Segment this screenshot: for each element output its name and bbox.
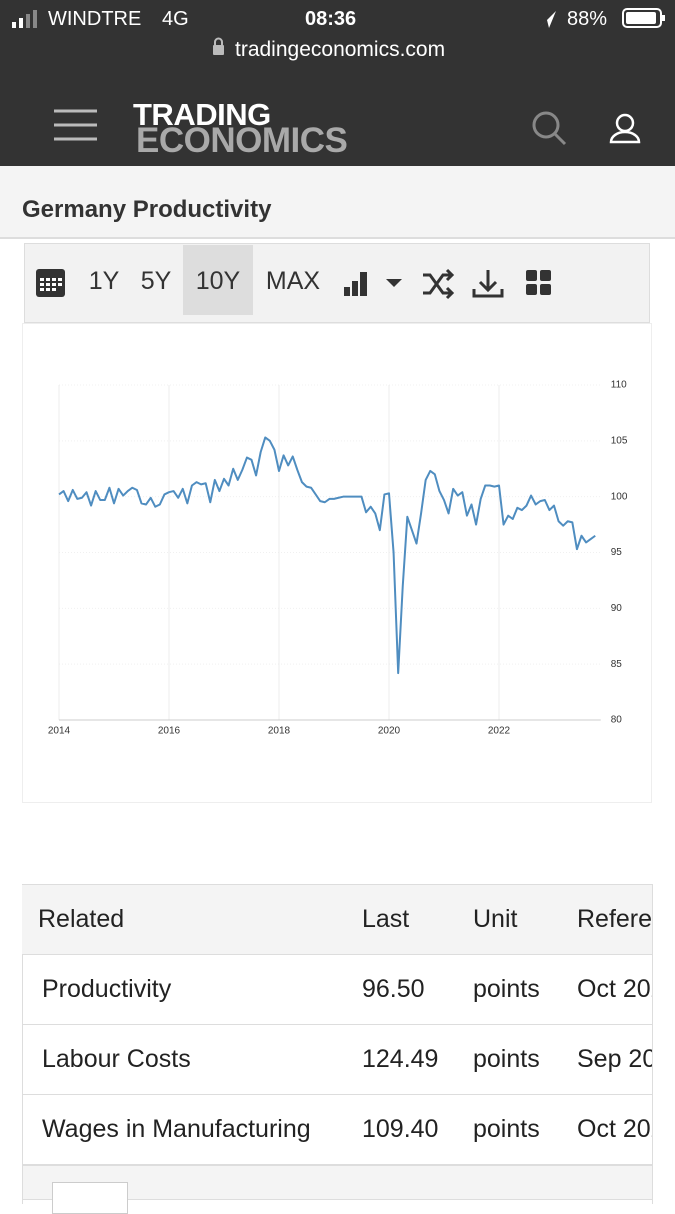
top-icons [12,8,665,146]
chart: 80 85 90 95 100 105 110 2014 2016 2018 2020 2022 [48,380,628,737]
range-button[interactable]: 10Y [195,267,241,295]
table-cell: points [473,954,577,1025]
y-tick-label: 105 [611,435,628,446]
carrier: WINDTRE [48,8,142,30]
table-cell[interactable]: Productivity [38,954,362,1025]
toolbar [24,243,650,323]
table-cell: points [473,1024,577,1095]
x-tick-label: 2014 [48,726,71,737]
header-cell: Reference [577,884,652,955]
table-cell[interactable]: Labour Costs [38,1024,362,1095]
range-button[interactable]: 5Y [140,267,172,295]
y-tick-label: 95 [611,547,623,558]
top-bar [0,0,675,166]
x-tick-label: 2016 [158,726,181,737]
header-cell: Last [362,884,473,955]
table-cell[interactable]: Wages in Manufacturing [38,1094,362,1165]
data-line [58,436,596,675]
page-title: Germany Productivity [22,196,272,223]
table-cell: 96.50 [362,954,473,1025]
url[interactable]: tradingeconomics.com [235,38,446,61]
header-cell: Unit [473,884,577,955]
y-tick-label: 100 [611,491,628,502]
logo[interactable]: TRADING [133,97,271,132]
toolbar-icons[interactable] [0,245,675,321]
table-header: Related Last Unit Reference [22,884,652,955]
title-bar [0,166,675,239]
clock: 08:36 [305,8,357,30]
table-cell: Oct 2023 [577,1094,652,1165]
y-tick-label: 80 [611,715,623,726]
table-cell: 124.49 [362,1024,473,1095]
network: 4G [162,8,189,30]
battery-level: 88% [567,8,608,30]
header-cell: Related [38,884,362,955]
table-cell: Sep 2023 [577,1024,652,1095]
table-cell: Oct 2023 [577,954,652,1025]
chart-box [22,323,652,803]
x-tick-label: 2022 [488,726,511,737]
y-tick-label: 85 [611,659,623,670]
related-table: Related Last Unit Reference Productivity… [22,884,652,1165]
table-cell: points [473,1094,577,1165]
logo[interactable]: ECONOMICS [136,121,348,160]
table-row[interactable]: Wages in Manufacturing 109.40 points Oct 20… [22,1094,652,1165]
y-tick-label: 110 [611,380,627,391]
range-button[interactable]: MAX [265,267,321,295]
x-tick-label: 2018 [268,726,291,737]
active-range [183,245,253,315]
page-selector[interactable] [52,1182,128,1214]
x-tick-label: 2020 [378,726,401,737]
range-button[interactable]: 1Y [88,267,120,295]
y-tick-label: 90 [611,603,623,614]
table-cell: 109.40 [362,1094,473,1165]
